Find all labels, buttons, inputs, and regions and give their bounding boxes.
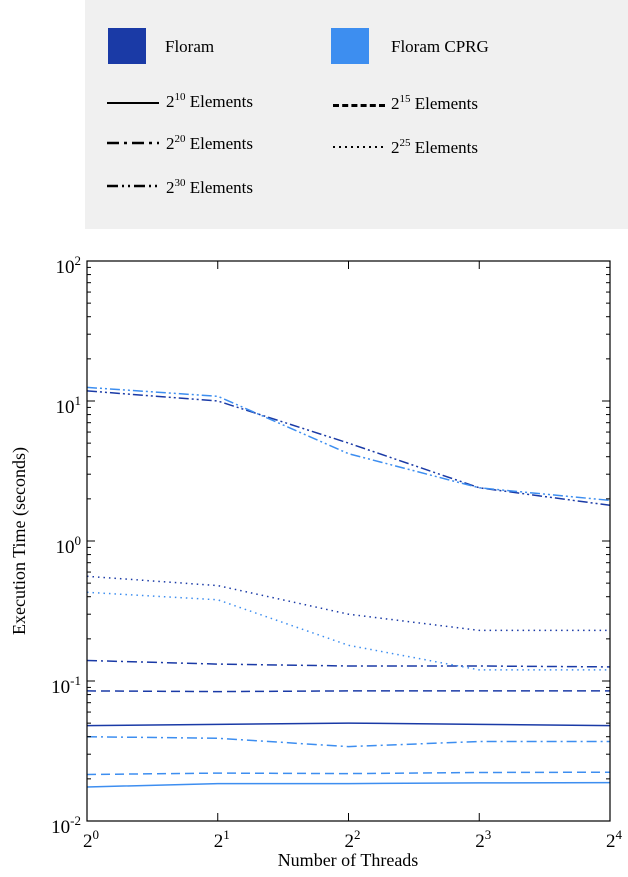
legend-suffix: Elements: [414, 138, 479, 157]
legend-base: 2: [166, 178, 175, 197]
legend-label-floram: Floram: [165, 37, 215, 56]
legend-suffix: Elements: [189, 134, 254, 153]
legend-exp: 20: [174, 133, 186, 145]
series-line-3: [86, 575, 610, 632]
legend-label-2-30: 230 Elements: [166, 178, 253, 198]
legend-exp: 25: [399, 137, 411, 149]
axis-ticks: [86, 260, 611, 822]
legend-base: 2: [391, 138, 400, 157]
legend-label-2-25: 225 Elements: [391, 138, 478, 158]
legend-line-2-15: [333, 104, 385, 107]
legend: Floram Floram CPRG 210 Elements 215 Elem…: [85, 0, 628, 229]
series-line-0: [86, 722, 611, 727]
legend-line-2-25: [333, 146, 385, 148]
y-tick-label: 101: [56, 393, 82, 418]
legend-label-2-15: 215 Elements: [391, 94, 478, 114]
y-tick-label: 10-2: [51, 813, 81, 838]
series-line-6: [86, 771, 611, 776]
legend-line-2-20: [107, 141, 159, 145]
series-line-5: [86, 781, 611, 788]
legend-label-2-20: 220 Elements: [166, 134, 253, 154]
x-tick-label: 24: [606, 827, 623, 852]
legend-label-floram-cprg: Floram CPRG: [391, 37, 489, 56]
series-line-1: [86, 690, 610, 693]
legend-base: 2: [391, 94, 400, 113]
y-tick-label: 100: [56, 533, 82, 558]
legend-line-2-10: [107, 102, 159, 104]
legend-base: 2: [166, 92, 175, 111]
legend-suffix: Elements: [189, 178, 254, 197]
legend-exp: 10: [174, 91, 186, 103]
legend-swatch-floram: [108, 28, 146, 64]
series-line-8: [86, 591, 610, 671]
y-tick-label: 102: [56, 253, 82, 278]
x-tick-label: 23: [475, 827, 491, 852]
plot-lines: [86, 386, 611, 788]
series-line-4: [86, 390, 611, 507]
legend-suffix: Elements: [189, 92, 254, 111]
x-tick-label: 22: [345, 827, 361, 852]
plot-frame: [86, 260, 611, 822]
legend-exp: 30: [174, 177, 186, 189]
legend-suffix: Elements: [414, 94, 479, 113]
legend-label-2-10: 210 Elements: [166, 92, 253, 112]
series-line-2: [86, 659, 611, 668]
y-tick-label: 10-1: [51, 673, 81, 698]
legend-swatch-floram-cprg: [331, 28, 369, 64]
x-axis-label: Number of Threads: [278, 850, 419, 870]
x-tick-label: 20: [83, 827, 99, 852]
legend-base: 2: [166, 134, 175, 153]
tick-labels: 20 21 22 23 24 102 101 100 10-1 10-2: [51, 253, 622, 852]
legend-line-2-30: [107, 184, 159, 188]
y-axis-label: Execution Time (seconds): [9, 447, 30, 635]
x-tick-label: 21: [214, 827, 230, 852]
series-line-9: [86, 386, 611, 502]
series-line-7: [86, 735, 610, 748]
legend-exp: 15: [399, 93, 411, 105]
